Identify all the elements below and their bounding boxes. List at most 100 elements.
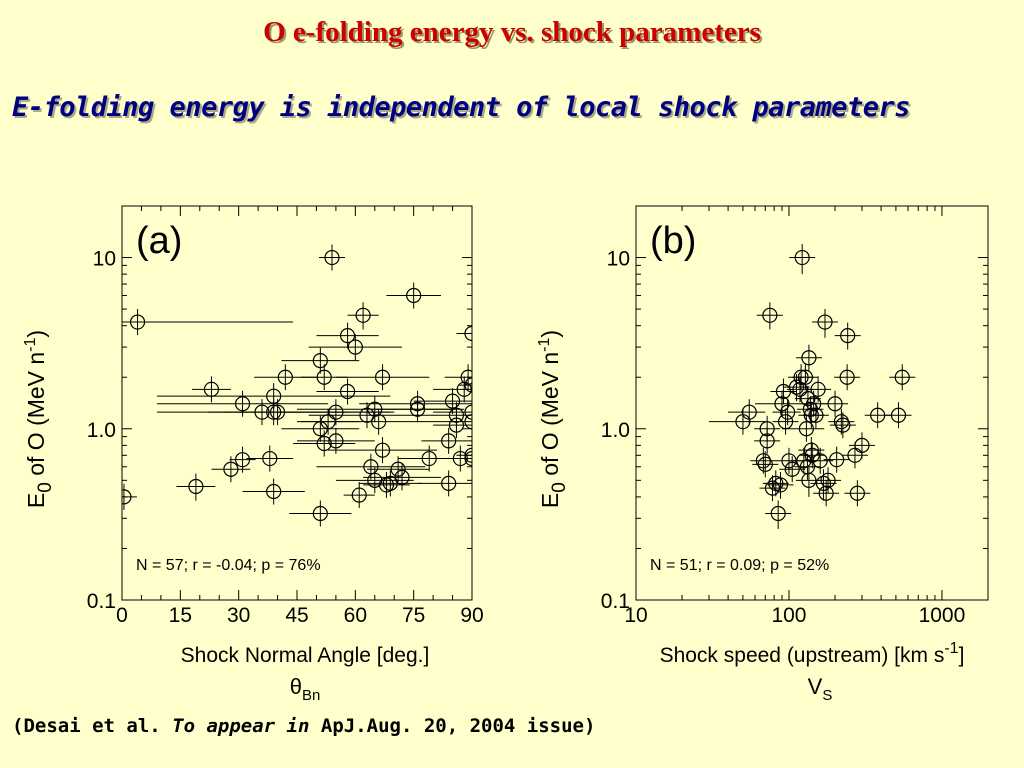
- data-point: [767, 471, 794, 499]
- point-marker: [441, 475, 457, 491]
- point-marker: [770, 505, 786, 522]
- x-tick-label: 15: [169, 604, 192, 627]
- data-point: [343, 482, 375, 509]
- point-marker: [122, 489, 132, 505]
- data-point: [750, 447, 777, 474]
- data-point: [433, 399, 472, 426]
- plot-frame: [635, 205, 989, 601]
- data-point: [347, 302, 379, 330]
- x-tick-label: 45: [285, 604, 308, 627]
- data-point: [815, 467, 842, 494]
- point-marker: [788, 379, 805, 395]
- x-tick-label: 0: [116, 604, 128, 627]
- point-marker: [806, 396, 822, 412]
- point-marker: [797, 369, 813, 385]
- point-marker: [817, 314, 833, 330]
- data-point: [211, 456, 251, 483]
- point-marker: [755, 453, 771, 469]
- data-point: [848, 432, 875, 459]
- point-marker: [262, 450, 278, 467]
- point-marker: [394, 469, 410, 486]
- point-marker: [464, 404, 472, 420]
- point-marker: [840, 328, 856, 344]
- point-marker: [409, 401, 426, 417]
- point-marker: [808, 407, 824, 423]
- data-point: [122, 483, 137, 510]
- data-point: [293, 430, 356, 457]
- point-marker: [316, 435, 332, 452]
- data-point: [335, 364, 430, 391]
- data-point: [754, 427, 781, 454]
- panel-label: (a): [136, 220, 182, 262]
- x-axis-label: Shock speed (upstream) [km s-1]: [660, 640, 965, 667]
- data-point: [308, 334, 402, 361]
- point-marker: [812, 453, 828, 469]
- data-point: [246, 445, 294, 472]
- stats-annotation: N = 57; r = -0.04; p = 76%: [136, 557, 321, 574]
- point-marker: [448, 417, 465, 433]
- data-points: [708, 243, 916, 529]
- point-marker: [464, 325, 472, 342]
- point-marker: [464, 450, 472, 467]
- x-axis-symbol: VS: [808, 674, 833, 704]
- data-point: [795, 466, 822, 497]
- data-point: [242, 478, 305, 505]
- point-marker: [328, 404, 344, 420]
- data-point: [316, 453, 426, 480]
- data-point: [456, 320, 472, 347]
- point-marker: [890, 407, 907, 423]
- y-tick-label: 10: [93, 248, 116, 271]
- x-tick-label: 10: [624, 604, 647, 627]
- data-point: [444, 364, 472, 391]
- point-marker: [277, 369, 293, 385]
- point-marker: [780, 404, 796, 420]
- data-point: [316, 378, 379, 405]
- x-tick-label: 30: [227, 604, 250, 627]
- point-marker: [794, 249, 810, 266]
- point-marker: [371, 414, 387, 430]
- point-marker: [762, 307, 778, 323]
- data-point: [316, 322, 379, 349]
- point-marker: [223, 461, 239, 477]
- data-point: [413, 388, 472, 415]
- point-marker: [234, 452, 251, 468]
- x-axis-label: Shock Normal Angle [deg.]: [181, 644, 430, 667]
- point-marker: [764, 480, 781, 496]
- data-point: [772, 399, 801, 426]
- data-point: [359, 470, 422, 497]
- point-marker: [316, 369, 332, 385]
- point-marker: [759, 433, 775, 449]
- point-marker: [815, 475, 832, 491]
- point-marker: [798, 421, 815, 437]
- data-point: [433, 412, 472, 439]
- y-tick-label: 0.1: [601, 590, 630, 613]
- data-point: [386, 282, 441, 309]
- point-marker: [835, 417, 851, 433]
- data-point: [802, 402, 829, 429]
- data-point: [456, 445, 472, 472]
- point-marker: [324, 249, 340, 266]
- point-marker: [234, 396, 251, 412]
- data-point: [289, 500, 352, 527]
- point-marker: [800, 391, 816, 407]
- data-point: [752, 451, 779, 478]
- point-marker: [312, 353, 328, 369]
- data-point: [789, 243, 816, 275]
- data-point: [417, 470, 472, 497]
- data-point: [367, 456, 430, 483]
- chart-panel-b: 0.1 1.0 10 10 100 1000 (b) N = 51; r = 0.09; p …: [536, 205, 989, 704]
- slide-subtitle: E-folding energy is independent of local…: [12, 92, 911, 123]
- stats-annotation: N = 51; r = 0.09; p = 52%: [650, 557, 829, 574]
- point-marker: [829, 452, 845, 468]
- point-marker: [818, 485, 834, 501]
- point-marker: [839, 369, 855, 385]
- data-point: [456, 442, 472, 469]
- point-marker: [464, 447, 472, 463]
- point-marker: [351, 487, 367, 503]
- point-marker: [464, 377, 472, 393]
- point-marker: [441, 433, 457, 449]
- y-tick-label: 0.1: [87, 590, 116, 613]
- y-axis-label: E0 of O (MeV n-1): [22, 330, 56, 508]
- data-point: [433, 376, 472, 403]
